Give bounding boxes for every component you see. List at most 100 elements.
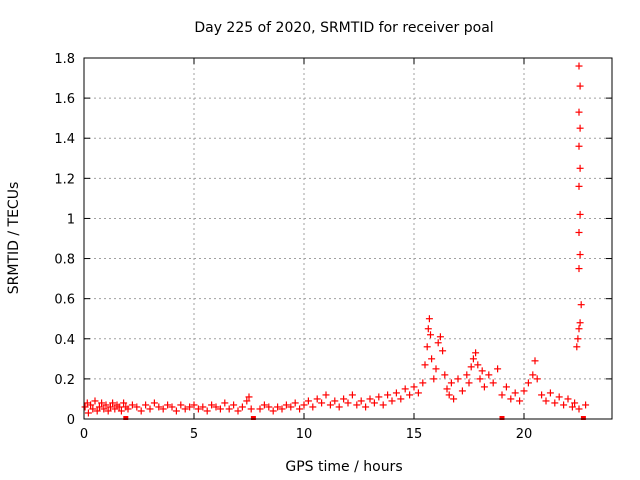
data-point — [430, 375, 438, 383]
data-point — [511, 389, 519, 397]
data-point — [419, 379, 427, 387]
data-point — [102, 401, 110, 409]
data-point — [318, 399, 326, 407]
data-point — [575, 142, 583, 150]
data-point — [406, 391, 414, 399]
data-point — [538, 391, 546, 399]
data-point — [485, 371, 493, 379]
data-point — [274, 403, 282, 411]
data-point — [155, 403, 163, 411]
data-point — [421, 361, 429, 369]
data-point — [291, 399, 299, 407]
data-point — [265, 403, 273, 411]
data-point — [454, 375, 462, 383]
data-point — [91, 397, 99, 405]
data-point — [428, 355, 436, 363]
data-point — [397, 395, 405, 403]
y-tick-label: 1.8 — [54, 52, 75, 67]
data-point — [238, 403, 246, 411]
data-point — [576, 82, 584, 90]
data-point — [150, 399, 158, 407]
data-point — [199, 403, 207, 411]
data-point — [425, 315, 433, 323]
data-point — [168, 403, 176, 411]
data-point — [234, 407, 242, 415]
data-point — [576, 319, 584, 327]
data-point — [95, 403, 103, 411]
data-point — [577, 301, 585, 309]
y-tick-label: 1.4 — [54, 132, 75, 147]
data-point — [181, 405, 189, 413]
data-point — [582, 401, 590, 409]
data-point — [313, 395, 321, 403]
data-point — [469, 355, 477, 363]
data-point — [296, 405, 304, 413]
data-point — [441, 371, 449, 379]
grid — [84, 58, 612, 419]
data-point — [245, 393, 253, 401]
data-point — [573, 343, 581, 351]
data-point — [362, 403, 370, 411]
data-point — [533, 375, 541, 383]
data-point — [564, 395, 572, 403]
data-point — [98, 399, 106, 407]
data-point — [576, 124, 584, 132]
data-point — [159, 405, 167, 413]
data-point — [576, 164, 584, 172]
data-point — [507, 395, 515, 403]
data-point — [133, 403, 141, 411]
data-point — [379, 401, 387, 409]
data-point — [203, 407, 211, 415]
data-point — [410, 383, 418, 391]
data-point — [575, 62, 583, 70]
data-point — [117, 407, 125, 415]
x-tick-label: 20 — [516, 427, 533, 442]
data-point — [439, 347, 447, 355]
y-axis-label: SRMTID / TECUs — [6, 182, 22, 295]
y-tick-label: 0.8 — [54, 253, 75, 268]
data-point — [494, 365, 502, 373]
data-point — [128, 401, 136, 409]
baseline-marker — [499, 416, 505, 420]
data-point — [87, 401, 95, 409]
x-tick-label: 10 — [296, 427, 313, 442]
data-point — [450, 395, 458, 403]
data-point — [489, 379, 497, 387]
data-point — [401, 385, 409, 393]
data-point — [164, 401, 172, 409]
data-point — [480, 383, 488, 391]
data-point — [260, 401, 268, 409]
data-point — [340, 395, 348, 403]
data-point — [434, 339, 442, 347]
data-point — [424, 325, 432, 333]
data-point — [575, 108, 583, 116]
data-point — [326, 401, 334, 409]
data-point — [516, 397, 524, 405]
y-tick-label: 1 — [67, 212, 75, 227]
data-point — [423, 343, 431, 351]
data-point — [571, 399, 579, 407]
data-point — [348, 391, 356, 399]
data-point — [467, 363, 475, 371]
data-point — [542, 397, 550, 405]
data-point — [100, 405, 108, 413]
data-point — [465, 379, 473, 387]
y-tick-label: 0 — [67, 413, 75, 428]
data-point — [287, 403, 295, 411]
data-point — [282, 401, 290, 409]
data-point — [269, 407, 277, 415]
data-point — [335, 403, 343, 411]
data-point — [463, 371, 471, 379]
data-point — [414, 389, 422, 397]
y-tick-label: 0.6 — [54, 293, 75, 308]
data-point — [458, 387, 466, 395]
data-point — [177, 401, 185, 409]
data-point — [575, 265, 583, 273]
baseline-marker — [123, 416, 129, 420]
data-point — [524, 379, 532, 387]
y-tick-label: 1.2 — [54, 172, 75, 187]
data-point — [478, 367, 486, 375]
data-point — [137, 407, 145, 415]
data-point — [375, 393, 383, 401]
data-point — [109, 399, 117, 407]
